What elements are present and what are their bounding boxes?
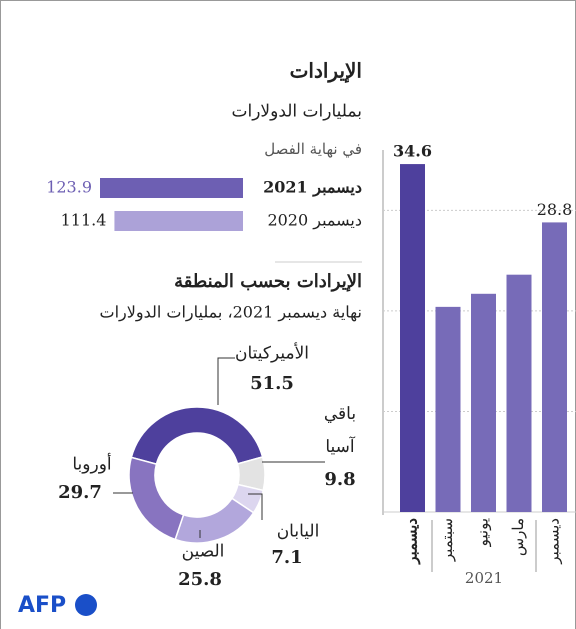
slice-label: باقي آسيا — [324, 404, 356, 457]
note: في نهاية الفصل — [264, 140, 362, 158]
value-label: 111.4 — [61, 211, 107, 230]
title: الإيرادات — [290, 59, 362, 84]
leader-line — [217, 357, 235, 405]
donut-segment — [128, 456, 185, 541]
slice-value: 7.1 — [271, 547, 302, 568]
slice-label: اليابان — [277, 522, 320, 542]
group-bracket — [431, 520, 537, 572]
group-label: 2021 — [465, 569, 503, 587]
slice-label: أوروبا — [72, 453, 111, 475]
bar — [506, 274, 532, 512]
logo-dot — [75, 594, 97, 616]
value-label: 34.6 — [393, 142, 432, 161]
bar — [435, 306, 461, 512]
slice-label-line: باقي — [324, 404, 356, 424]
slice-label: الأميركيتان — [235, 343, 309, 364]
bar-label: ديسمبر 2020 — [267, 211, 362, 230]
bar — [471, 293, 496, 512]
bar — [114, 211, 243, 231]
donut-segment — [130, 406, 264, 466]
value-label: 123.9 — [46, 178, 92, 197]
subtitle: بمليارات الدولارات — [231, 102, 362, 122]
x-tick-label: ديسمبر — [545, 518, 563, 565]
slice-value: 9.8 — [324, 469, 355, 490]
leader-line — [248, 493, 263, 520]
donut-title: الإيرادات بحسب المنطقة — [174, 271, 362, 292]
value-label: 28.8 — [537, 200, 573, 219]
x-tick-label: سبتمبر — [438, 518, 456, 562]
bar — [400, 164, 425, 513]
x-tick-label: يونيو — [474, 518, 492, 547]
x-tick-label: ديسمبر — [403, 518, 421, 565]
slice-value: 25.8 — [178, 569, 222, 590]
donut-segment — [174, 497, 255, 544]
slice-value: 51.5 — [250, 373, 294, 394]
slice-value: 29.7 — [58, 482, 102, 503]
x-tick-label: مارس — [509, 518, 527, 556]
bar — [100, 178, 243, 198]
logo: AFP — [18, 593, 66, 618]
bar — [542, 222, 567, 512]
slice-label: الصين — [182, 542, 225, 562]
slice-label-line: آسيا — [325, 435, 356, 457]
bar-label: ديسمبر 2021 — [263, 178, 362, 198]
donut-subtitle: نهاية ديسمبر 2021، بمليارات الدولارات — [100, 303, 362, 322]
